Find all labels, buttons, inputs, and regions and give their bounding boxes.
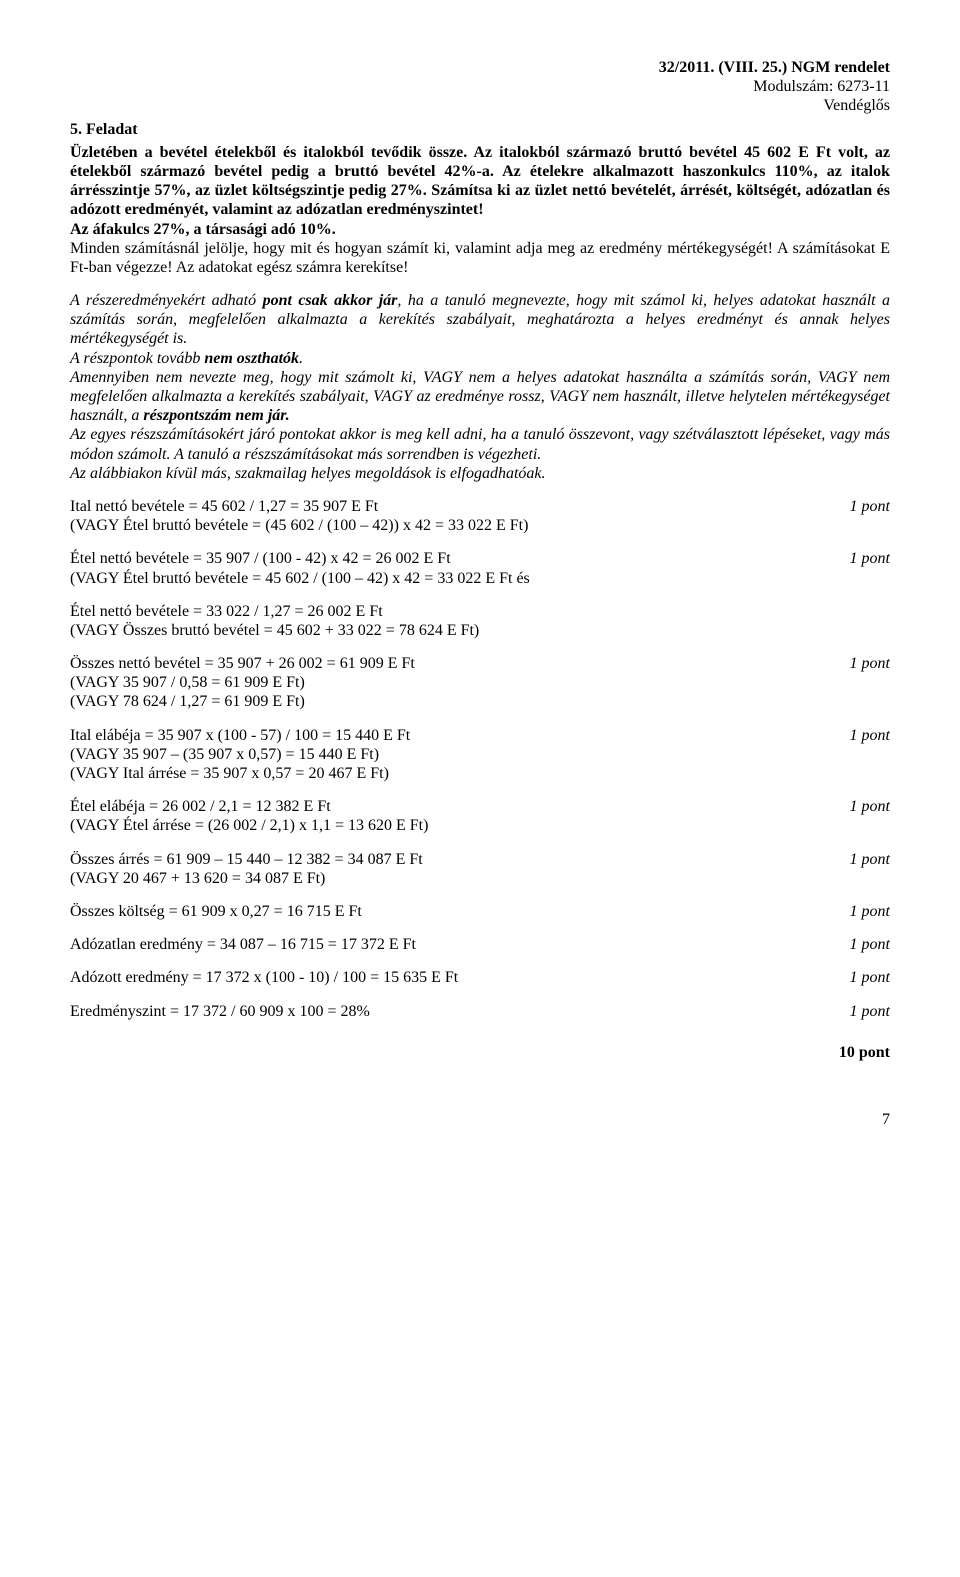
guidance-block: A részeredményekért adható pont csak akk…	[70, 291, 890, 483]
task-paragraph-3: Minden számításnál jelölje, hogy mit és …	[70, 239, 890, 277]
calc-text: Összes nettó bevétel = 35 907 + 26 002 =…	[70, 654, 838, 673]
calc-text: (VAGY 20 467 + 13 620 = 34 087 E Ft)	[70, 869, 890, 888]
calc-row: Eredményszint = 17 372 / 60 909 x 100 = …	[70, 1002, 890, 1021]
g1b: pont csak akkor jár	[263, 292, 398, 309]
calc-row: Adózott eredmény = 17 372 x (100 - 10) /…	[70, 968, 890, 987]
calc-text: Ital nettó bevétele = 45 602 / 1,27 = 35…	[70, 497, 838, 516]
calc-group: Adózatlan eredmény = 34 087 – 16 715 = 1…	[70, 935, 890, 954]
g3b: részpontszám nem jár.	[143, 407, 289, 424]
calc-group: Eredményszint = 17 372 / 60 909 x 100 = …	[70, 1002, 890, 1021]
calc-score: 1 pont	[838, 935, 890, 954]
calc-row: (VAGY 35 907 – (35 907 x 0,57) = 15 440 …	[70, 745, 890, 764]
calc-text: (VAGY Étel bruttó bevétele = (45 602 / (…	[70, 516, 890, 535]
g1a: A részeredményekért adható	[70, 292, 263, 309]
calc-score: 1 pont	[838, 797, 890, 816]
calc-group: Összes árrés = 61 909 – 15 440 – 12 382 …	[70, 850, 890, 888]
calc-text: Adózatlan eredmény = 34 087 – 16 715 = 1…	[70, 935, 838, 954]
calc-text: (VAGY Összes bruttó bevétel = 45 602 + 3…	[70, 621, 890, 640]
calc-row: Étel elábéja = 26 002 / 2,1 = 12 382 E F…	[70, 797, 890, 816]
calc-row: (VAGY Összes bruttó bevétel = 45 602 + 3…	[70, 621, 890, 640]
calc-row: Ital elábéja = 35 907 x (100 - 57) / 100…	[70, 726, 890, 745]
calc-row: Összes költség = 61 909 x 0,27 = 16 715 …	[70, 902, 890, 921]
calc-row: (VAGY Étel bruttó bevétele = 45 602 / (1…	[70, 569, 890, 588]
calc-row: (VAGY Étel bruttó bevétele = (45 602 / (…	[70, 516, 890, 535]
g2c: .	[299, 350, 303, 367]
calc-text: Összes árrés = 61 909 – 15 440 – 12 382 …	[70, 850, 838, 869]
header-subject: Vendéglős	[70, 96, 890, 115]
calc-group: Összes költség = 61 909 x 0,27 = 16 715 …	[70, 902, 890, 921]
task-paragraph-2: Az áfakulcs 27%, a társasági adó 10%.	[70, 220, 890, 239]
calc-group: Étel nettó bevétele = 33 022 / 1,27 = 26…	[70, 602, 890, 640]
calc-score: 1 pont	[838, 968, 890, 987]
calc-text: (VAGY 35 907 – (35 907 x 0,57) = 15 440 …	[70, 745, 890, 764]
g2a: A részpontok tovább	[70, 350, 204, 367]
calculations: Ital nettó bevétele = 45 602 / 1,27 = 35…	[70, 497, 890, 1021]
calc-score: 1 pont	[838, 1002, 890, 1021]
page-header: 32/2011. (VIII. 25.) NGM rendelet Moduls…	[70, 58, 890, 116]
total-score: 10 pont	[70, 1043, 890, 1062]
calc-row: (VAGY 35 907 / 0,58 = 61 909 E Ft)	[70, 673, 890, 692]
task-title: 5. Feladat	[70, 120, 890, 139]
guidance-line-1: A részeredményekért adható pont csak akk…	[70, 291, 890, 349]
calc-text: (VAGY Ital árrése = 35 907 x 0,57 = 20 4…	[70, 764, 890, 783]
calc-score: 1 pont	[838, 726, 890, 745]
header-regulation: 32/2011. (VIII. 25.) NGM rendelet	[70, 58, 890, 77]
task-paragraph: Üzletében a bevétel ételekből és italokb…	[70, 143, 890, 220]
calc-score: 1 pont	[838, 549, 890, 568]
calc-row: Összes árrés = 61 909 – 15 440 – 12 382 …	[70, 850, 890, 869]
calc-text: Étel elábéja = 26 002 / 2,1 = 12 382 E F…	[70, 797, 838, 816]
page-number: 7	[70, 1110, 890, 1129]
calc-score: 1 pont	[838, 902, 890, 921]
calc-score: 1 pont	[838, 654, 890, 673]
task-text-1: Üzletében a bevétel ételekből és italokb…	[70, 144, 890, 219]
calc-row: Összes nettó bevétel = 35 907 + 26 002 =…	[70, 654, 890, 673]
calc-row: (VAGY 20 467 + 13 620 = 34 087 E Ft)	[70, 869, 890, 888]
calc-text: Összes költség = 61 909 x 0,27 = 16 715 …	[70, 902, 838, 921]
calc-group: Étel nettó bevétele = 35 907 / (100 - 42…	[70, 549, 890, 587]
calc-text: (VAGY Étel árrése = (26 002 / 2,1) x 1,1…	[70, 816, 890, 835]
calc-group: Étel elábéja = 26 002 / 2,1 = 12 382 E F…	[70, 797, 890, 835]
calc-row: (VAGY Ital árrése = 35 907 x 0,57 = 20 4…	[70, 764, 890, 783]
calc-text: (VAGY Étel bruttó bevétele = 45 602 / (1…	[70, 569, 890, 588]
calc-group: Ital elábéja = 35 907 x (100 - 57) / 100…	[70, 726, 890, 784]
calc-text: (VAGY 78 624 / 1,27 = 61 909 E Ft)	[70, 692, 890, 711]
calc-row: Adózatlan eredmény = 34 087 – 16 715 = 1…	[70, 935, 890, 954]
calc-text: (VAGY 35 907 / 0,58 = 61 909 E Ft)	[70, 673, 890, 692]
calc-group: Ital nettó bevétele = 45 602 / 1,27 = 35…	[70, 497, 890, 535]
g2b: nem oszthatók	[204, 350, 299, 367]
calc-group: Adózott eredmény = 17 372 x (100 - 10) /…	[70, 968, 890, 987]
calc-text: Étel nettó bevétele = 35 907 / (100 - 42…	[70, 549, 838, 568]
calc-row: (VAGY Étel árrése = (26 002 / 2,1) x 1,1…	[70, 816, 890, 835]
calc-row: Étel nettó bevétele = 33 022 / 1,27 = 26…	[70, 602, 890, 621]
calc-text: Eredményszint = 17 372 / 60 909 x 100 = …	[70, 1002, 838, 1021]
calc-row: Étel nettó bevétele = 35 907 / (100 - 42…	[70, 549, 890, 568]
calc-score: 1 pont	[838, 850, 890, 869]
guidance-line-2: A részpontok tovább nem oszthatók.	[70, 349, 890, 368]
calc-text: Adózott eredmény = 17 372 x (100 - 10) /…	[70, 968, 838, 987]
calc-group: Összes nettó bevétel = 35 907 + 26 002 =…	[70, 654, 890, 712]
calc-text: Ital elábéja = 35 907 x (100 - 57) / 100…	[70, 726, 838, 745]
calc-score: 1 pont	[838, 497, 890, 516]
guidance-line-5: Az alábbiakon kívül más, szakmailag hely…	[70, 464, 890, 483]
guidance-line-4: Az egyes részszámításokért járó pontokat…	[70, 425, 890, 463]
guidance-line-3: Amennyiben nem nevezte meg, hogy mit szá…	[70, 368, 890, 426]
calc-text: Étel nettó bevétele = 33 022 / 1,27 = 26…	[70, 602, 890, 621]
calc-row: (VAGY 78 624 / 1,27 = 61 909 E Ft)	[70, 692, 890, 711]
header-module: Modulszám: 6273-11	[70, 77, 890, 96]
calc-row: Ital nettó bevétele = 45 602 / 1,27 = 35…	[70, 497, 890, 516]
